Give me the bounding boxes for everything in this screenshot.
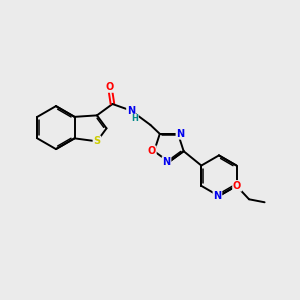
Text: O: O (106, 82, 114, 92)
Text: S: S (93, 136, 100, 146)
Text: N: N (163, 157, 171, 167)
Text: N: N (127, 106, 135, 116)
Text: N: N (213, 191, 221, 201)
Text: O: O (233, 181, 241, 191)
Text: N: N (176, 129, 184, 139)
Text: O: O (148, 146, 156, 156)
Text: H: H (131, 114, 138, 123)
